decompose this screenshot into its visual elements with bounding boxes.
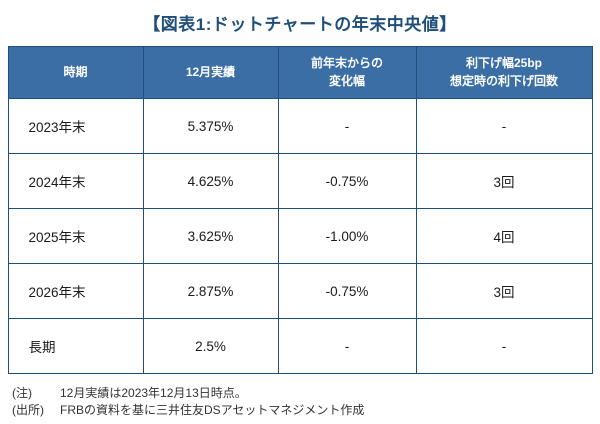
table-row: 2024年末 4.625% -0.75% 3回: [7, 153, 593, 209]
note-row: (注) 12月実績は2023年12月13日時点。: [12, 385, 600, 402]
cell-period: 2024年末: [7, 153, 144, 209]
figure-title: 【図表1:ドットチャートの年末中央値】: [143, 15, 457, 34]
table-row: 2025年末 3.625% -1.00% 4回: [7, 208, 593, 264]
cell-cuts: 4回: [415, 208, 593, 264]
cell-period: 2025年末: [7, 208, 144, 264]
cell-actual: 4.625%: [142, 153, 279, 209]
cell-change: -0.75%: [277, 153, 417, 209]
cell-change: -: [277, 318, 417, 374]
cell-cuts: -: [415, 318, 593, 374]
table-row: 2023年末 5.375% - -: [7, 98, 593, 154]
col-header-period-label: 時期: [63, 64, 88, 79]
cell-actual: 2.5%: [142, 318, 279, 374]
col-header-change-from-prev-year: 前年末からの 変化幅: [277, 46, 417, 99]
note-label: (注): [12, 386, 32, 400]
cell-cuts: 3回: [415, 153, 593, 209]
source-row: (出所) FRBの資料を基に三井住友DSアセットマネジメント作成: [12, 402, 600, 419]
cell-period: 2023年末: [7, 98, 144, 154]
col-header-rate-cut-count: 利下げ幅25bp 想定時の利下げ回数: [415, 46, 593, 99]
cell-change: -: [277, 98, 417, 154]
cell-cuts: -: [415, 98, 593, 154]
cell-change: -1.00%: [277, 208, 417, 264]
table-row: 2026年末 2.875% -0.75% 3回: [7, 263, 593, 319]
col-header-december-actual: 12月実績: [142, 46, 279, 99]
table-header-row: 時期 12月実績 前年末からの 変化幅 利下げ幅25bp 想定時の利下げ回数: [7, 46, 593, 99]
source-text: FRBの資料を基に三井住友DSアセットマネジメント作成: [60, 403, 365, 418]
cell-period: 2026年末: [7, 263, 144, 319]
dot-chart-median-table: 時期 12月実績 前年末からの 変化幅 利下げ幅25bp 想定時の利下げ回数 2…: [7, 46, 593, 374]
cell-change: -0.75%: [277, 263, 417, 319]
cell-period: 長期: [7, 318, 144, 374]
cell-actual: 2.875%: [142, 263, 279, 319]
note-text: 12月実績は2023年12月13日時点。: [60, 386, 247, 400]
table-row: 長期 2.5% - -: [7, 318, 593, 374]
cell-actual: 3.625%: [142, 208, 279, 264]
source-label: (出所): [12, 403, 44, 418]
cell-cuts: 3回: [415, 263, 593, 319]
col-header-december-actual-label: 12月実績: [185, 64, 236, 79]
cell-actual: 5.375%: [142, 98, 279, 154]
footnotes: (注) 12月実績は2023年12月13日時点。 (出所) FRBの資料を基に三…: [12, 385, 600, 420]
col-header-period: 時期: [7, 46, 144, 99]
